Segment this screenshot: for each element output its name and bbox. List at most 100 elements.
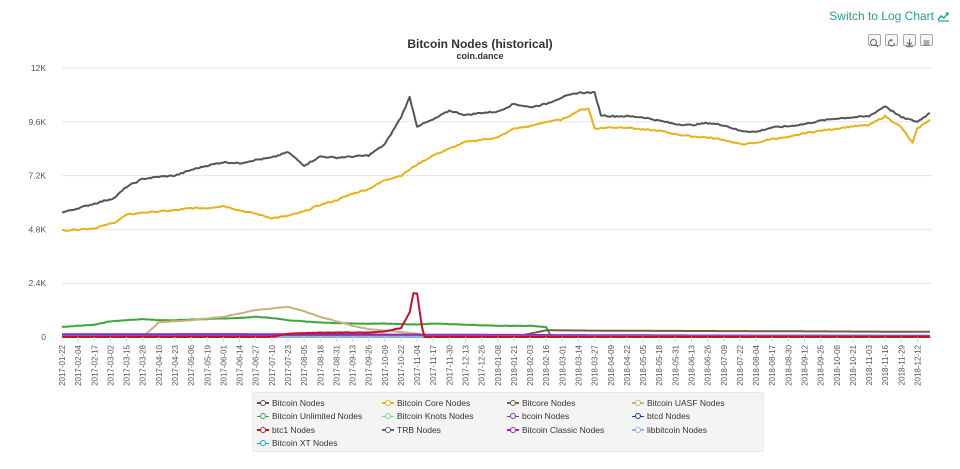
legend-symbol-icon [257, 412, 269, 421]
x-tick-label: 2018-05-31 [671, 344, 680, 385]
x-tick-label: 2018-05-18 [655, 344, 664, 385]
line-chart-icon [937, 11, 949, 22]
x-tick-label: 2017-06-01 [219, 344, 228, 385]
zoom-in-icon[interactable] [868, 34, 881, 48]
legend-label: bcoin Nodes [522, 411, 570, 422]
x-tick-label: 2017-08-31 [332, 344, 341, 385]
x-tick-label: 2018-11-29 [897, 344, 906, 385]
x-tick-label: 2018-02-03 [526, 344, 535, 385]
x-tick-label: 2018-10-08 [833, 344, 842, 385]
x-tick-label: 2017-02-04 [74, 344, 83, 385]
legend-label: Bitcore Nodes [522, 397, 576, 408]
legend-item-bitcoin-uasf-nodes[interactable]: Bitcoin UASF Nodes [632, 396, 754, 410]
legend-symbol-icon [632, 412, 644, 421]
legend-item-libbitcoin-nodes[interactable]: libbitcoin Nodes [632, 423, 754, 437]
legend-label: TRB Nodes [397, 424, 441, 435]
legend-symbol-icon [632, 425, 644, 434]
x-tick-label: 2017-03-15 [123, 344, 132, 385]
log-link-label: Switch to Log Chart [829, 9, 934, 23]
series-line-bitcoin-core-nodes[interactable] [61, 107, 931, 232]
legend-item-trb-nodes[interactable]: TRB Nodes [382, 423, 504, 437]
legend-item-bitcoin-nodes[interactable]: Bitcoin Nodes [257, 396, 379, 410]
x-tick-label: 2017-04-10 [155, 344, 164, 385]
legend-symbol-icon [382, 412, 394, 421]
x-tick-label: 2018-09-25 [817, 344, 826, 385]
x-tick-label: 2018-06-26 [704, 344, 713, 385]
legend-symbol-icon [507, 412, 519, 421]
chart-subtitle: coin.dance [456, 51, 504, 61]
legend-item-bitcoin-knots-nodes[interactable]: Bitcoin Knots Nodes [382, 410, 504, 424]
legend-symbol-icon [382, 425, 394, 434]
x-tick-label: 2017-06-27 [252, 344, 261, 385]
x-tick-label: 2017-07-10 [268, 344, 277, 385]
legend-label: Bitcoin Knots Nodes [397, 411, 474, 422]
legend-item-btcd-nodes[interactable]: btcd Nodes [632, 410, 754, 424]
x-tick-label: 2018-08-04 [752, 344, 761, 385]
chart-title: Bitcoin Nodes (historical) [407, 37, 553, 51]
x-tick-label: 2017-12-13 [462, 344, 471, 385]
legend-label: Bitcoin Classic Nodes [522, 424, 605, 435]
legend-item-bcoin-nodes[interactable]: bcoin Nodes [507, 410, 629, 424]
x-tick-label: 2017-05-19 [203, 344, 212, 385]
x-tick-label: 2018-01-08 [494, 344, 503, 385]
legend-item-bitcore-nodes[interactable]: Bitcore Nodes [507, 396, 629, 410]
legend-item-bitcoin-unlimited-nodes[interactable]: Bitcoin Unlimited Nodes [257, 410, 379, 424]
x-tick-label: 2018-07-09 [720, 344, 729, 385]
x-tick-label: 2018-09-12 [800, 344, 809, 385]
legend-symbol-icon [257, 439, 269, 448]
legend-label: Bitcoin Nodes [272, 397, 325, 408]
download-icon[interactable] [903, 34, 916, 48]
legend-label: Bitcoin Core Nodes [397, 397, 471, 408]
legend-symbol-icon [632, 398, 644, 407]
legend-symbol-icon [507, 398, 519, 407]
x-tick-label: 2018-02-16 [542, 344, 551, 385]
x-tick-label: 2018-03-14 [575, 344, 584, 385]
x-tick-label: 2017-11-04 [413, 344, 422, 385]
x-tick-label: 2018-11-03 [865, 344, 874, 385]
x-tick-label: 2017-08-18 [316, 344, 325, 385]
legend-label: btc1 Nodes [272, 424, 315, 435]
legend-item-bitcoin-classic-nodes[interactable]: Bitcoin Classic Nodes [507, 423, 629, 437]
legend-item-bitcoin-xt-nodes[interactable]: Bitcoin XT Nodes [257, 437, 379, 451]
legend-symbol-icon [382, 398, 394, 407]
x-tick-label: 2017-10-09 [381, 344, 390, 385]
x-tick-label: 2017-10-22 [397, 344, 406, 385]
x-tick-label: 2018-03-27 [591, 344, 600, 385]
series-line-bitcoin-uasf-nodes[interactable] [62, 305, 930, 338]
legend-symbol-icon [257, 398, 269, 407]
legend-symbol-icon [257, 425, 269, 434]
x-tick-label: 2017-03-02 [106, 344, 115, 385]
x-tick-label: 2017-03-28 [139, 344, 148, 385]
x-tick-label: 2017-09-26 [365, 344, 374, 385]
x-tick-label: 2018-06-13 [687, 344, 696, 385]
x-tick-label: 2018-12-12 [913, 344, 922, 385]
x-tick-label: 2018-01-21 [510, 344, 519, 385]
y-tick-label: 9.6K [29, 117, 47, 127]
x-tick-label: 2018-07-22 [736, 344, 745, 385]
x-tick-label: 2017-01-22 [58, 344, 67, 385]
x-tick-label: 2017-09-13 [349, 344, 358, 385]
x-tick-label: 2018-04-22 [623, 344, 632, 385]
x-tick-label: 2017-11-17 [429, 344, 438, 385]
y-tick-label: 4.8K [29, 224, 47, 234]
menu-icon[interactable] [920, 34, 933, 46]
y-tick-label: 0 [41, 332, 46, 342]
x-tick-label: 2017-04-23 [171, 344, 180, 385]
x-tick-label: 2017-05-06 [187, 344, 196, 385]
x-tick-label: 2018-08-17 [768, 344, 777, 385]
series-line-bitcoin-nodes[interactable] [61, 91, 931, 214]
legend-label: Bitcoin Unlimited Nodes [272, 411, 363, 422]
chart-legend: Bitcoin Nodes Bitcoin Core Nodes Bitcore N… [252, 392, 764, 452]
legend-item-bitcoin-core-nodes[interactable]: Bitcoin Core Nodes [382, 396, 504, 410]
x-tick-label: 2017-06-14 [236, 344, 245, 385]
legend-label: Bitcoin XT Nodes [272, 438, 338, 449]
switch-to-log-chart-link[interactable]: Switch to Log Chart [829, 9, 950, 23]
x-tick-label: 2017-02-17 [90, 344, 99, 385]
legend-item-btc1-nodes[interactable]: btc1 Nodes [257, 423, 379, 437]
zoom-reset-icon[interactable] [885, 34, 898, 47]
y-tick-label: 12K [31, 63, 46, 73]
x-tick-label: 2018-04-09 [607, 344, 616, 385]
x-tick-label: 2017-08-05 [300, 344, 309, 385]
legend-label: btcd Nodes [647, 411, 690, 422]
